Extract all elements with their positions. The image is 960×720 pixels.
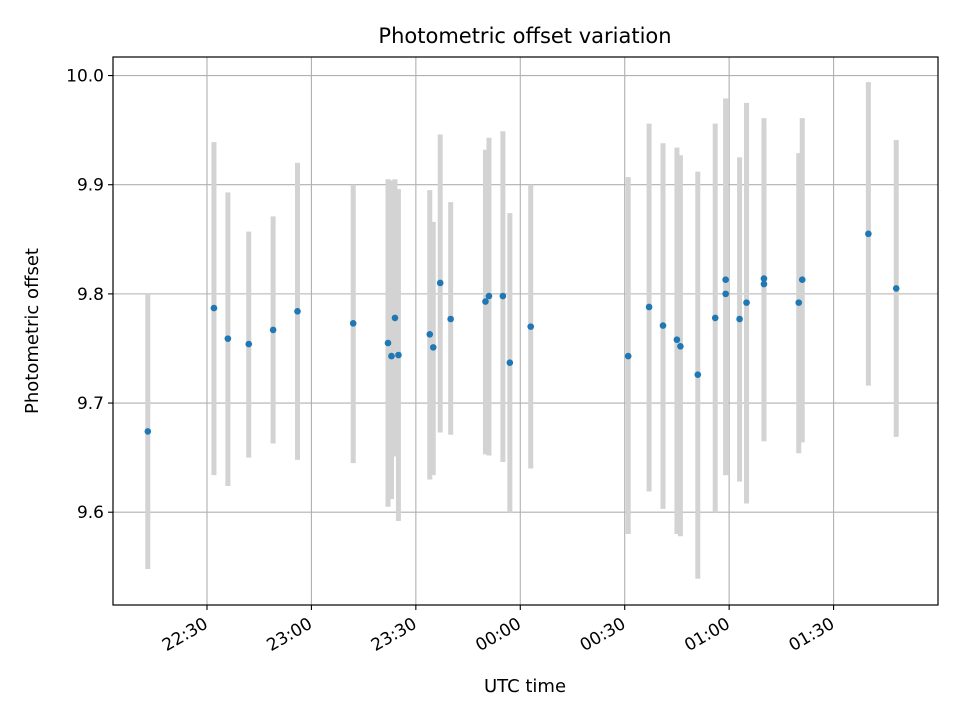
data-point: [349, 320, 357, 327]
data-point: [673, 336, 681, 344]
data-point: [245, 340, 253, 348]
data-point: [269, 326, 277, 334]
data-point: [527, 323, 535, 330]
data-point: [645, 303, 653, 311]
data-point: [760, 280, 768, 288]
data-point: [210, 304, 218, 312]
data-point: [224, 335, 232, 342]
data-point: [659, 322, 667, 329]
data-point: [892, 285, 900, 292]
data-point: [795, 299, 803, 306]
data-point: [743, 299, 750, 306]
y-axis-label: Photometric offset: [22, 248, 43, 414]
data-point: [482, 298, 489, 305]
data-point: [798, 276, 806, 283]
y-tick-label: 9.7: [77, 394, 104, 414]
y-tick-label: 10.0: [66, 67, 104, 87]
data-point: [426, 330, 434, 338]
data-point: [395, 351, 402, 359]
plot-frame: [112, 56, 939, 606]
data-point: [388, 352, 395, 360]
data-point: [294, 308, 301, 315]
data-point: [722, 276, 729, 283]
data-point: [760, 275, 768, 282]
data-point: [447, 315, 454, 323]
data-point: [865, 230, 872, 238]
y-axis-ticks: 9.6 9.7 9.8 9.9 10.0: [66, 67, 113, 523]
y-tick-label: 9.8: [77, 285, 104, 305]
data-points: [144, 230, 900, 435]
chart-title: Photometric offset variation: [378, 24, 671, 48]
data-point: [711, 314, 719, 322]
data-point: [624, 352, 632, 360]
data-point: [391, 314, 399, 322]
data-point: [436, 279, 444, 287]
data-point: [736, 315, 743, 323]
data-point: [694, 371, 702, 378]
x-axis-label: UTC time: [484, 676, 566, 697]
data-point: [144, 428, 152, 435]
data-point: [499, 292, 507, 300]
data-point: [485, 292, 493, 300]
y-tick-label: 9.6: [77, 503, 104, 523]
y-tick-label: 9.9: [77, 176, 104, 196]
data-point: [506, 359, 514, 366]
data-point: [384, 339, 392, 347]
data-point: [677, 342, 684, 350]
data-point: [429, 344, 437, 351]
data-point: [722, 290, 729, 298]
